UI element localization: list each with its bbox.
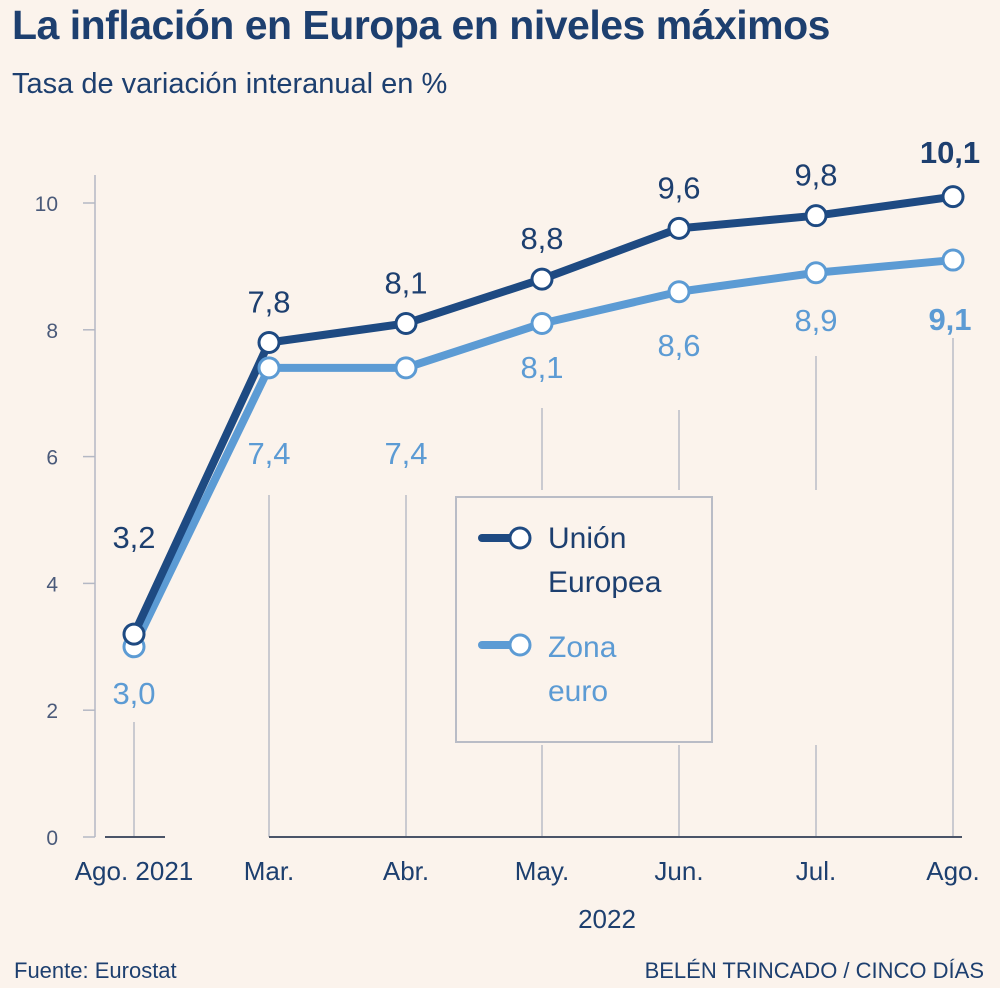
x-tick-label: Jul.: [796, 856, 836, 886]
y-tick-label: 2: [46, 700, 58, 723]
legend: Unión Europea Zona euro: [455, 496, 713, 743]
legend-label-ue-line1: Unión: [548, 522, 626, 555]
data-label-union-europea: 9,6: [657, 170, 700, 205]
legend-label-euro-line1: Zona: [548, 631, 617, 664]
point-union-europea: [941, 185, 965, 209]
legend-label-ue-line2: Europea: [548, 566, 662, 599]
point-union-europea: [122, 622, 146, 646]
x-axis: Ago. 2021 Mar. Abr. May. Jun. Jul. Ago. 2022: [75, 836, 980, 934]
data-label-zona-euro: 8,1: [520, 350, 563, 385]
point-zona-euro: [941, 248, 965, 272]
x-tick-label: Abr.: [383, 856, 429, 886]
data-label-union-europea: 9,8: [794, 158, 837, 193]
point-zona-euro: [667, 280, 691, 304]
y-tick-label: 4: [46, 573, 58, 596]
source-note: Fuente: Eurostat: [14, 958, 177, 983]
point-union-europea: [804, 204, 828, 228]
legend-marker-ue: [508, 526, 532, 550]
y-tick-label: 0: [46, 827, 58, 850]
chart-title: La inflación en Europa en niveles máximo…: [12, 2, 830, 48]
series-lines: [122, 185, 965, 659]
point-zona-euro: [804, 261, 828, 285]
guide-lines: [133, 338, 954, 837]
point-union-europea: [257, 330, 281, 354]
x-tick-label: Ago.: [926, 856, 980, 886]
y-tick-label: 8: [46, 320, 58, 343]
legend-marker-euro: [508, 633, 532, 657]
data-label-zona-euro: 9,1: [928, 302, 971, 337]
point-union-europea: [394, 311, 418, 335]
data-label-zona-euro: 3,0: [112, 676, 155, 711]
data-label-zona-euro: 7,4: [384, 436, 427, 471]
credit-note: BELÉN TRINCADO / CINCO DÍAS: [644, 958, 984, 983]
chart-subtitle: Tasa de variación interanual en %: [12, 68, 448, 100]
point-zona-euro: [394, 356, 418, 380]
x-tick-label: May.: [515, 856, 569, 886]
point-zona-euro: [530, 311, 554, 335]
data-label-union-europea: 8,1: [384, 265, 427, 300]
data-label-zona-euro: 8,6: [657, 328, 700, 363]
y-tick-label: 10: [35, 193, 58, 216]
legend-label-euro-line2: euro: [548, 675, 608, 708]
y-tick-label: 6: [46, 447, 58, 470]
data-label-union-europea: 10,1: [920, 135, 980, 170]
y-axis: 0 2 4 6 8 10: [35, 175, 96, 850]
x-tick-label: Jun.: [654, 856, 703, 886]
point-union-europea: [530, 267, 554, 291]
data-label-union-europea: 8,8: [520, 221, 563, 256]
data-label-union-europea: 7,8: [247, 284, 290, 319]
x-tick-label: Ago. 2021: [75, 856, 194, 886]
data-label-zona-euro: 8,9: [794, 303, 837, 338]
year-label: 2022: [578, 904, 636, 934]
data-label-union-europea: 3,2: [112, 520, 155, 555]
point-union-europea: [667, 216, 691, 240]
x-tick-label: Mar.: [244, 856, 295, 886]
data-labels: 3,2 7,8 8,1 8,8 9,6 9,8 10,1 3,0 7,4 7,4 8,1 8,6 8,9…: [112, 135, 980, 711]
point-zona-euro: [257, 356, 281, 380]
data-label-zona-euro: 7,4: [247, 436, 290, 471]
